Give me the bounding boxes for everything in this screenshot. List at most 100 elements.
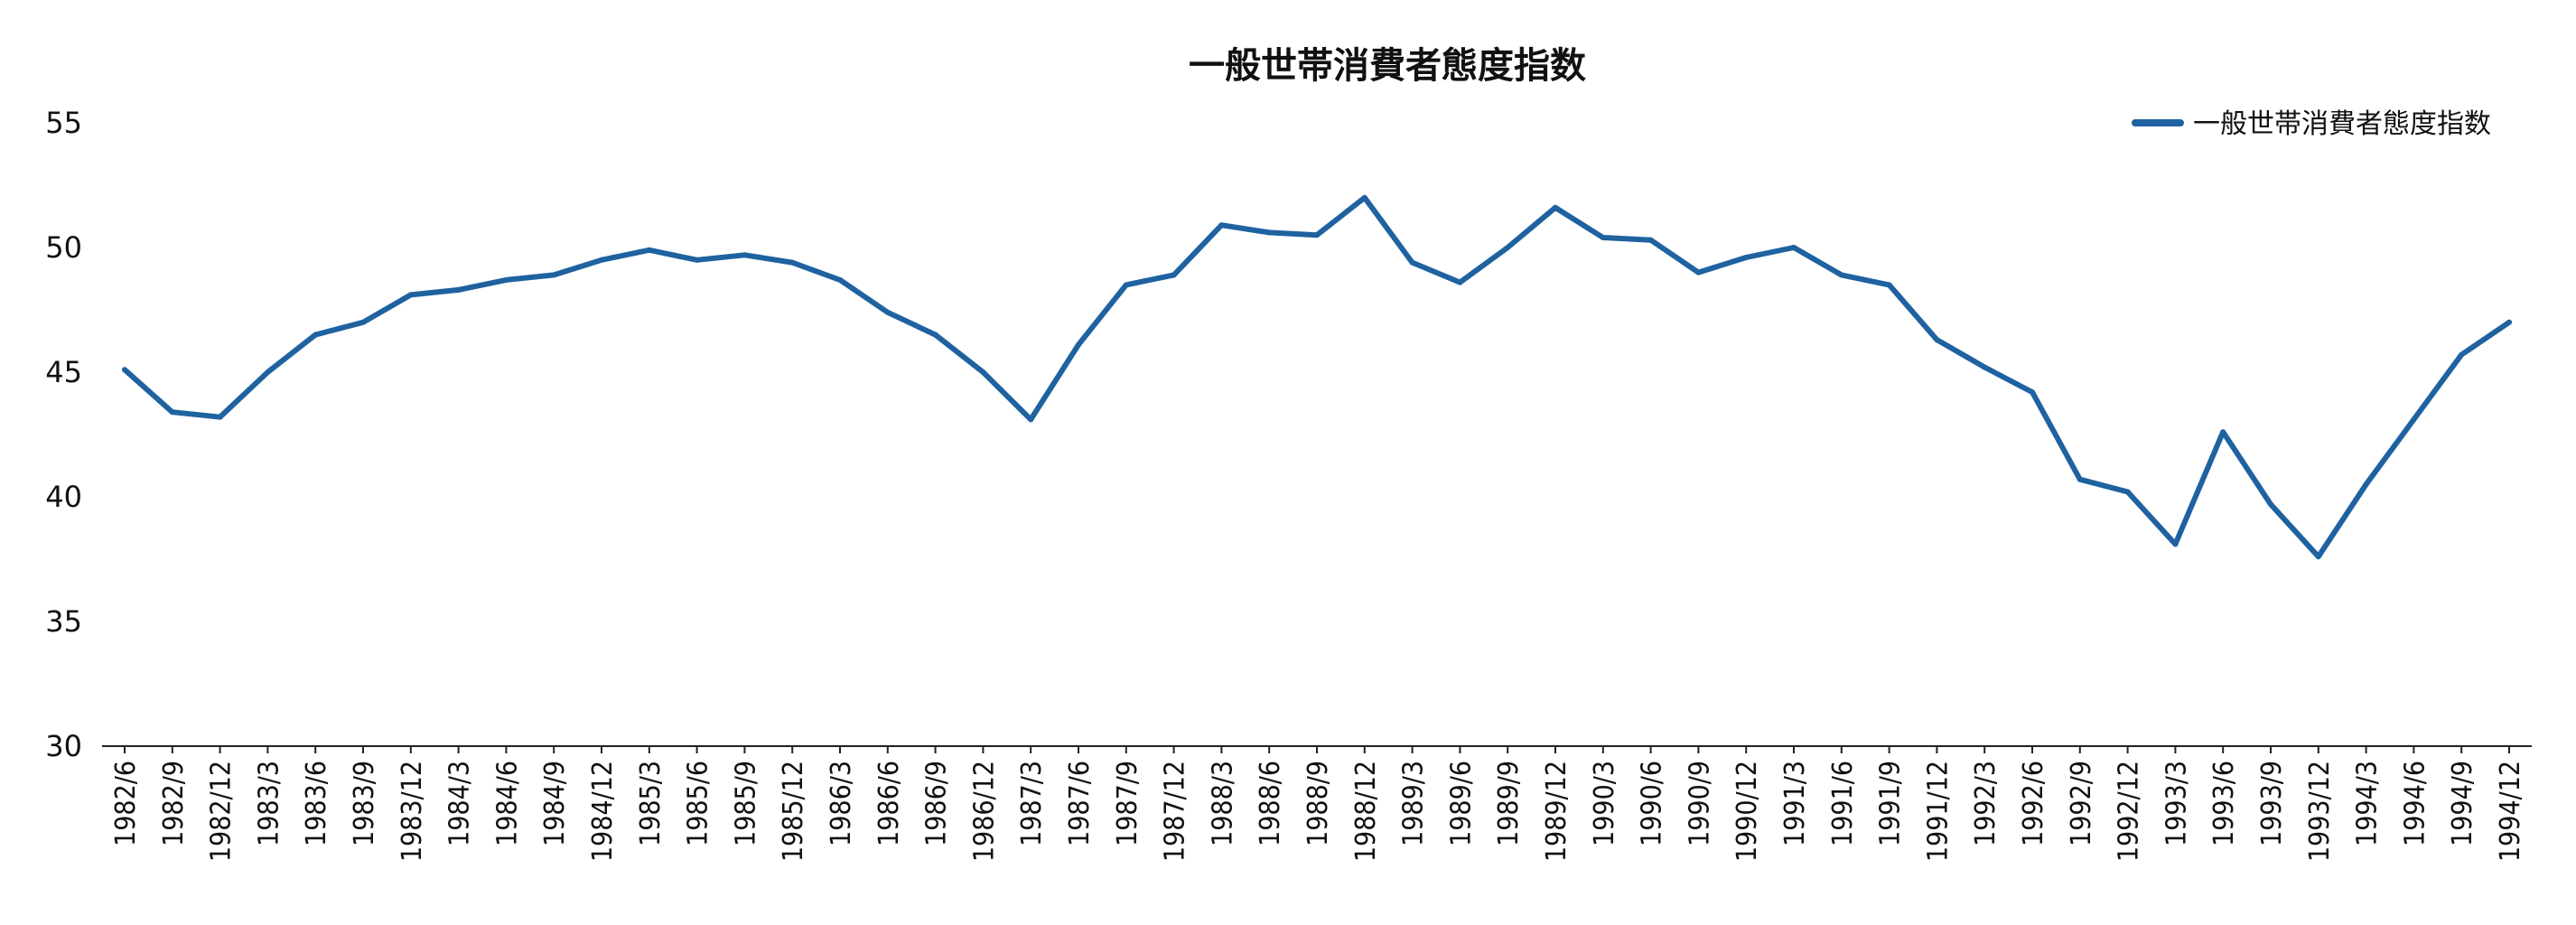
data-point xyxy=(2315,554,2321,560)
x-tick-label: 1992/12 xyxy=(2114,761,2145,862)
y-tick-label: 45 xyxy=(45,355,82,389)
x-axis-ticks: 1982/6 1982/9 1982/12 1983/3 1983/6 1983/9 198… xyxy=(110,746,2526,862)
data-point xyxy=(1028,416,1034,423)
x-tick-label: 1986/6 xyxy=(873,761,905,846)
y-tick-label: 55 xyxy=(45,106,82,140)
x-tick-label: 1985/6 xyxy=(683,761,714,846)
x-tick-label: 1986/9 xyxy=(921,761,953,846)
data-point xyxy=(265,369,271,375)
x-tick-label: 1990/3 xyxy=(1589,761,1620,846)
data-point xyxy=(742,252,748,258)
x-tick-label: 1986/3 xyxy=(826,761,857,846)
data-point xyxy=(217,414,223,420)
data-point xyxy=(1743,255,1750,260)
x-tick-label: 1993/3 xyxy=(2161,761,2192,846)
data-point xyxy=(1171,272,1177,278)
data-point xyxy=(313,332,319,338)
legend: 一般世帯消費者態度指数 xyxy=(2132,108,2491,140)
data-point xyxy=(169,409,175,416)
x-tick-label: 1982/9 xyxy=(158,761,190,846)
y-tick-label: 30 xyxy=(45,729,82,763)
x-tick-label: 1991/12 xyxy=(1922,761,1954,862)
data-point xyxy=(2172,541,2179,547)
x-tick-label: 1990/12 xyxy=(1731,761,1763,862)
data-point xyxy=(2268,501,2273,508)
x-tick-label: 1993/6 xyxy=(2208,761,2240,846)
x-tick-label: 1984/6 xyxy=(491,761,523,846)
legend-label: 一般世帯消費者態度指数 xyxy=(2193,108,2491,140)
x-tick-label: 1987/9 xyxy=(1112,761,1143,846)
x-tick-label: 1987/12 xyxy=(1160,761,1191,862)
data-point xyxy=(2363,481,2369,488)
data-point xyxy=(2124,489,2131,495)
x-tick-label: 1983/6 xyxy=(301,761,332,846)
series-line xyxy=(122,194,2512,560)
data-point xyxy=(551,272,557,278)
x-tick-label: 1988/6 xyxy=(1255,761,1286,846)
x-tick-label: 1991/9 xyxy=(1875,761,1907,846)
y-tick-label: 35 xyxy=(45,604,82,639)
data-point xyxy=(646,247,652,253)
x-tick-label: 1984/3 xyxy=(444,761,476,846)
data-point xyxy=(1982,364,1988,370)
x-tick-label: 1994/3 xyxy=(2352,761,2384,846)
x-tick-label: 1982/12 xyxy=(206,761,238,862)
data-point xyxy=(1266,229,1273,236)
x-tick-label: 1983/9 xyxy=(349,761,380,846)
x-tick-label: 1989/6 xyxy=(1445,761,1477,846)
x-tick-label: 1985/3 xyxy=(635,761,667,846)
x-tick-label: 1994/6 xyxy=(2399,761,2431,846)
x-tick-label: 1992/3 xyxy=(1970,761,2002,846)
data-point xyxy=(1314,232,1320,238)
x-tick-label: 1989/3 xyxy=(1398,761,1430,846)
data-point xyxy=(1600,235,1606,240)
data-point xyxy=(694,257,700,263)
x-tick-label: 1985/9 xyxy=(730,761,761,846)
data-point xyxy=(1361,194,1367,201)
data-point xyxy=(1838,272,1844,278)
data-point xyxy=(2220,429,2226,435)
data-point xyxy=(1076,341,1081,348)
data-point xyxy=(1553,204,1558,210)
x-tick-label: 1991/6 xyxy=(1827,761,1859,846)
data-point xyxy=(1409,259,1415,266)
x-tick-label: 1988/12 xyxy=(1350,761,1382,862)
data-point xyxy=(884,309,891,315)
data-point xyxy=(932,332,938,338)
data-point xyxy=(1457,279,1463,285)
data-point xyxy=(1934,337,1940,343)
x-tick-label: 1987/3 xyxy=(1016,761,1048,846)
x-tick-label: 1991/3 xyxy=(1779,761,1811,846)
data-point xyxy=(407,292,414,298)
x-tick-label: 1983/3 xyxy=(253,761,285,846)
data-point xyxy=(2077,476,2083,482)
series-group xyxy=(122,194,2512,560)
x-tick-label: 1994/9 xyxy=(2447,761,2478,846)
x-tick-label: 1994/12 xyxy=(2495,761,2526,862)
x-tick-label: 1992/6 xyxy=(2018,761,2049,846)
data-point xyxy=(1123,282,1129,288)
data-point xyxy=(599,257,604,263)
data-point xyxy=(789,259,796,266)
chart-title: 一般世帯消費者態度指数 xyxy=(1189,45,1586,87)
data-point xyxy=(1505,245,1511,250)
data-point xyxy=(1695,269,1702,276)
data-point xyxy=(122,367,127,373)
data-point xyxy=(1886,282,1892,288)
y-tick-label: 50 xyxy=(45,230,82,265)
y-tick-label: 40 xyxy=(45,480,82,514)
x-tick-label: 1993/12 xyxy=(2304,761,2336,862)
x-tick-label: 1983/12 xyxy=(397,761,428,862)
data-point xyxy=(360,319,366,325)
x-tick-label: 1990/6 xyxy=(1637,761,1668,846)
x-tick-label: 1990/9 xyxy=(1684,761,1715,846)
data-point xyxy=(1791,245,1797,250)
x-tick-label: 1993/9 xyxy=(2256,761,2288,846)
x-tick-label: 1986/12 xyxy=(968,761,1000,862)
x-tick-label: 1984/12 xyxy=(587,761,619,862)
y-axis-ticks: 30 35 40 45 50 55 xyxy=(45,106,82,763)
data-point xyxy=(980,369,986,375)
data-point xyxy=(2459,351,2465,358)
